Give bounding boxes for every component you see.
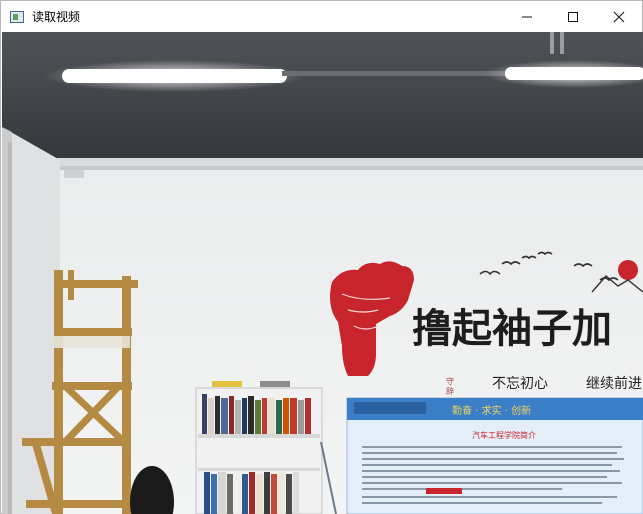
motto-2: 继续前进	[586, 375, 642, 392]
ceiling	[2, 32, 643, 160]
wooden-ladder	[22, 270, 138, 514]
minimize-button[interactable]	[504, 1, 550, 32]
birds	[479, 251, 619, 282]
left-pillar	[2, 127, 60, 514]
slogan-text: 撸起袖子加	[412, 305, 612, 352]
minimize-icon	[522, 16, 532, 17]
window-controls	[504, 1, 642, 32]
dark-object	[130, 466, 174, 514]
app-icon	[10, 10, 24, 23]
seal-text: 守	[446, 376, 454, 386]
ceiling-light-right	[505, 67, 643, 80]
window-title: 读取视频	[32, 10, 81, 24]
camera-image: 撸起袖子加 守 辞 不忘初心 继续前进 勤奋 · 求实 · 创新 汽车工程学院简…	[2, 32, 643, 514]
close-icon	[613, 11, 625, 22]
maximize-button[interactable]	[550, 1, 596, 32]
board-title: 汽车工程学院简介	[472, 430, 536, 440]
ceiling-light-left	[62, 69, 287, 83]
close-button[interactable]	[596, 1, 642, 32]
maximize-icon	[568, 11, 578, 22]
svg-text:辞: 辞	[446, 386, 454, 396]
bookshelf	[195, 381, 323, 514]
motto-1: 不忘初心	[492, 375, 548, 392]
info-board: 勤奋 · 求实 · 创新 汽车工程学院简介	[346, 397, 643, 514]
video-frame: 撸起袖子加 守 辞 不忘初心 继续前进 勤奋 · 求实 · 创新 汽车工程学院简…	[2, 32, 643, 514]
fist-emblem	[330, 261, 414, 376]
title-bar[interactable]: 读取视频	[1, 1, 642, 32]
svg-text:勤奋 · 求实 · 创新: 勤奋 · 求实 · 创新	[452, 404, 531, 417]
